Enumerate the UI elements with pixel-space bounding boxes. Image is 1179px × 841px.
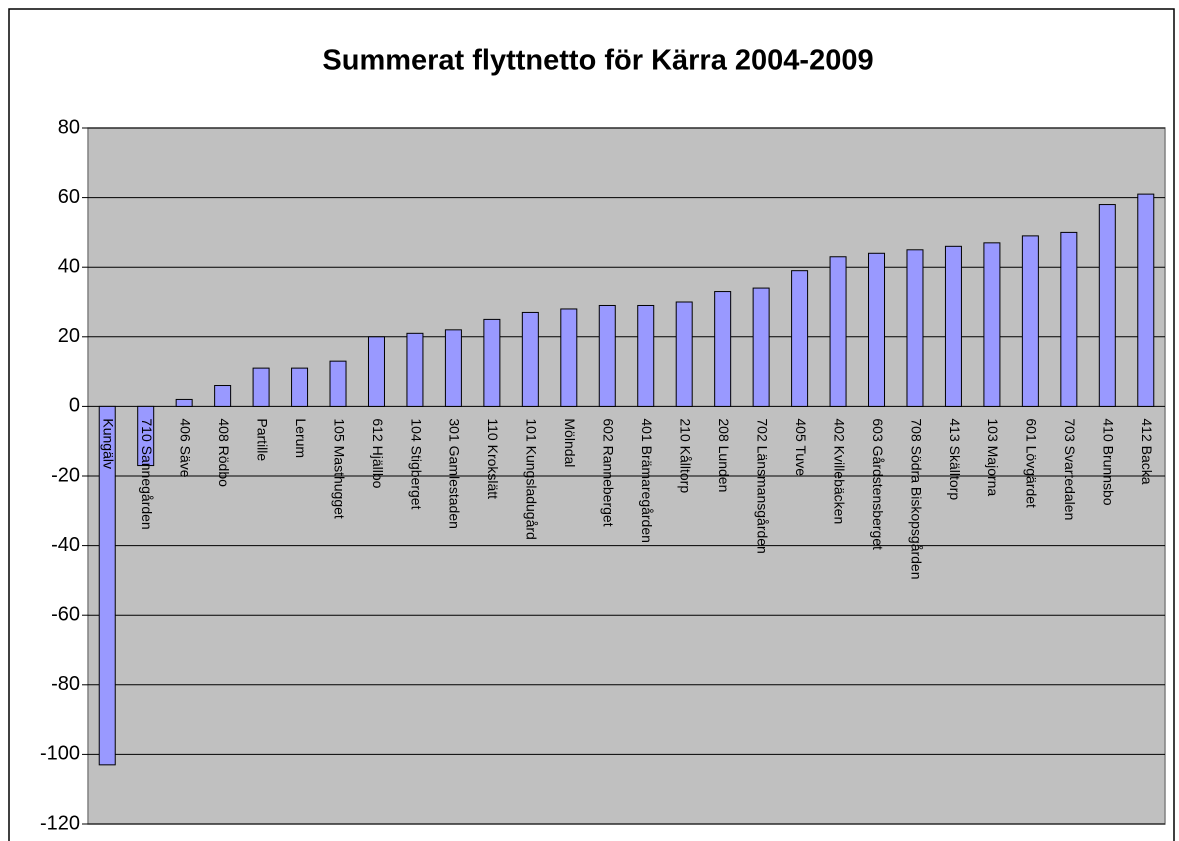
bar (137, 405, 155, 467)
x-tick-label: Mölndal (562, 418, 578, 467)
x-tick-label: 110 Krokslätt (485, 418, 501, 499)
y-tick-label: 60 (58, 186, 80, 208)
x-tick-label: 702 Länsmansgården (754, 418, 770, 553)
x-tick-label: 408 Rödbo (216, 418, 232, 487)
x-tick-label: 703 Svartedalen (1062, 418, 1078, 520)
x-tick-label: 710 Sannegården (139, 418, 155, 529)
bar (1021, 235, 1039, 407)
bar (329, 360, 347, 407)
x-tick-label: 412 Backa (1139, 418, 1155, 484)
x-tick-label: 612 Hjällbo (370, 418, 386, 488)
bar (291, 367, 309, 407)
bar (868, 252, 886, 407)
x-tick-label: 103 Majorna (985, 418, 1001, 496)
y-tick-label: 20 (58, 325, 80, 347)
x-tick-label: 410 Brunnsbo (1101, 418, 1117, 505)
bar (906, 249, 924, 407)
x-tick-label: 208 Lunden (716, 418, 732, 492)
bar (521, 311, 539, 407)
bar (829, 256, 847, 407)
y-tick-label: 0 (69, 395, 80, 417)
bar (444, 329, 462, 407)
x-tick-label: 104 Stigberget (408, 418, 424, 509)
bar (252, 367, 270, 407)
x-tick-label: Partille (254, 418, 270, 461)
bar (1137, 193, 1155, 407)
bar (1060, 231, 1078, 407)
bar (406, 332, 424, 407)
bar (560, 308, 578, 407)
y-tick-label: -20 (51, 464, 80, 486)
y-tick-label: 80 (58, 116, 80, 138)
x-tick-label: 603 Gårdstensberget (870, 418, 886, 550)
x-tick-label: 602 Ranneberget (601, 418, 617, 526)
x-tick-label: 210 Kålltorp (677, 418, 693, 493)
x-tick-label: 402 Kvillebäcken (831, 418, 847, 524)
x-tick-label: Kungälv (101, 418, 117, 469)
x-tick-label: 406 Säve (177, 418, 193, 477)
bar (944, 245, 962, 407)
bar (983, 242, 1001, 407)
y-tick-label: 40 (58, 255, 80, 277)
chart-title: Summerat flyttnetto för Kärra 2004-2009 (322, 45, 873, 77)
bar (175, 398, 193, 407)
bar (752, 287, 770, 407)
x-tick-label: 105 Masthugget (331, 418, 347, 519)
y-tick-label: -80 (51, 673, 80, 695)
bar (675, 301, 693, 407)
x-tick-label: 601 Lövgärdet (1024, 418, 1040, 508)
x-tick-label: 708 Södra Biskopsgården (908, 418, 924, 579)
x-tick-label: 301 Gamlestaden (447, 418, 463, 529)
bar (483, 318, 501, 407)
bar (714, 291, 732, 407)
bar (637, 304, 655, 407)
y-tick-label: -60 (51, 603, 80, 625)
x-tick-label: 405 Tuve (793, 418, 809, 476)
bar (367, 336, 385, 407)
bar (98, 405, 116, 766)
bar (214, 385, 232, 407)
y-tick-label: -120 (40, 812, 80, 834)
bar (598, 304, 616, 407)
y-tick-label: -100 (40, 743, 80, 765)
x-tick-label: 101 Kungsladugård (524, 418, 540, 539)
y-tick-label: -40 (51, 534, 80, 556)
x-tick-label: 413 Skälltorp (947, 418, 963, 500)
x-tick-label: 401 Brämaregården (639, 418, 655, 543)
bar (791, 270, 809, 407)
bar (1098, 204, 1116, 407)
x-tick-label: Lerum (293, 418, 309, 458)
